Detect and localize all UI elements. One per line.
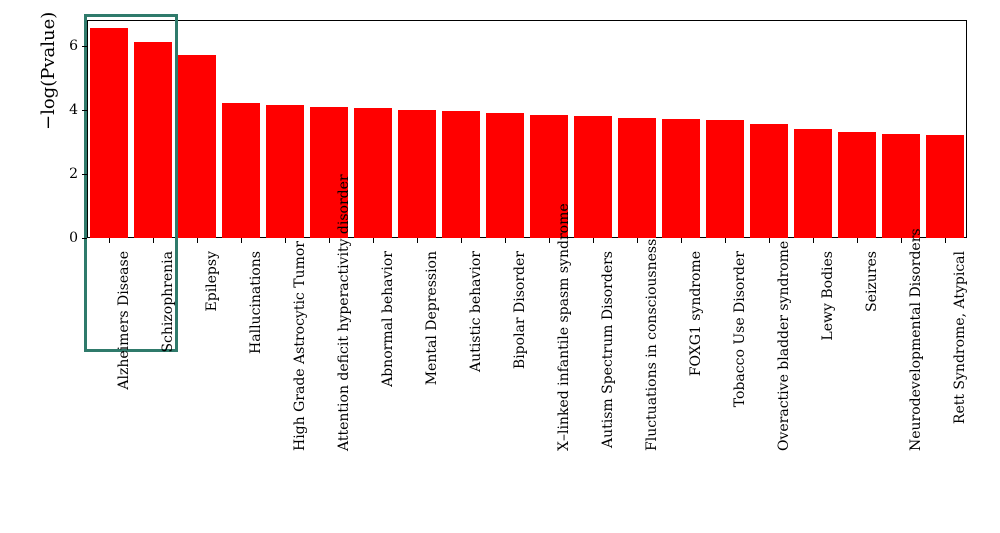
- x-tick-label: Seizures: [864, 251, 880, 451]
- bar: [574, 116, 612, 238]
- x-tick-label: Hallucinations: [248, 251, 264, 451]
- x-tick-label: FOXG1 syndrome: [688, 251, 704, 451]
- bar: [354, 108, 392, 238]
- x-tick-label: Neurodevelopmental Disorders: [908, 251, 924, 451]
- x-tick-mark: [857, 238, 858, 243]
- x-tick-mark: [549, 238, 550, 243]
- y-tick-mark: [82, 238, 87, 239]
- bar: [838, 132, 876, 238]
- x-tick-label: Bipolar Disorder: [512, 251, 528, 451]
- x-tick-label: Overactive bladder syndrome: [776, 251, 792, 451]
- x-tick-mark: [417, 238, 418, 243]
- y-tick-mark: [82, 174, 87, 175]
- bar: [266, 105, 304, 238]
- x-tick-mark: [153, 238, 154, 243]
- y-tick-label: 4: [69, 102, 78, 118]
- x-tick-label: Abnormal behavior: [380, 251, 396, 451]
- x-tick-mark: [505, 238, 506, 243]
- bar: [794, 129, 832, 238]
- bar: [750, 124, 788, 238]
- disease-pvalue-bar-chart: −log(Pvalue) Disease 0246Alzheimers Dise…: [0, 0, 1000, 533]
- x-tick-label: Attention deficit hyperactivity disorder: [336, 251, 352, 451]
- bar: [618, 118, 656, 238]
- bar: [662, 119, 700, 238]
- x-tick-mark: [461, 238, 462, 243]
- y-tick-label: 2: [69, 166, 78, 182]
- x-tick-mark: [373, 238, 374, 243]
- bar: [486, 113, 524, 238]
- bar: [222, 103, 260, 238]
- x-tick-mark: [945, 238, 946, 243]
- bar: [882, 134, 920, 238]
- x-tick-label: X–linked infantile spasm syndrome: [556, 251, 572, 451]
- x-tick-label: Autistic behavior: [468, 251, 484, 451]
- x-tick-mark: [329, 238, 330, 243]
- x-tick-mark: [637, 238, 638, 243]
- x-tick-mark: [725, 238, 726, 243]
- x-tick-mark: [901, 238, 902, 243]
- y-tick-mark: [82, 46, 87, 47]
- x-tick-label: Tobacco Use Disorder: [732, 251, 748, 451]
- bar: [178, 55, 216, 238]
- bar: [398, 110, 436, 238]
- x-tick-mark: [109, 238, 110, 243]
- y-tick-mark: [82, 110, 87, 111]
- x-tick-label: High Grade Astrocytic Tumor: [292, 251, 308, 451]
- x-tick-mark: [769, 238, 770, 243]
- x-tick-label: Mental Depression: [424, 251, 440, 451]
- bar: [90, 28, 128, 238]
- x-tick-label: Autism Spectrum Disorders: [600, 251, 616, 451]
- bar: [706, 120, 744, 238]
- plot-area: [87, 20, 967, 238]
- y-tick-label: 6: [69, 38, 78, 54]
- x-tick-mark: [241, 238, 242, 243]
- x-tick-mark: [681, 238, 682, 243]
- x-tick-label: Alzheimers Disease: [116, 251, 132, 451]
- x-tick-mark: [813, 238, 814, 243]
- y-tick-label: 0: [69, 230, 78, 246]
- x-tick-label: Rett Syndrome, Atypical: [952, 251, 968, 451]
- bar: [442, 111, 480, 238]
- x-tick-mark: [197, 238, 198, 243]
- x-tick-mark: [593, 238, 594, 243]
- x-tick-label: Fluctuations in consciousness: [644, 251, 660, 451]
- y-axis-label: −log(Pvalue): [38, 12, 59, 130]
- bar: [134, 42, 172, 238]
- x-tick-label: Schizophrenia: [160, 251, 176, 451]
- bar: [926, 135, 964, 238]
- x-tick-mark: [285, 238, 286, 243]
- x-tick-label: Epilepsy: [204, 251, 220, 451]
- x-tick-label: Lewy Bodies: [820, 251, 836, 451]
